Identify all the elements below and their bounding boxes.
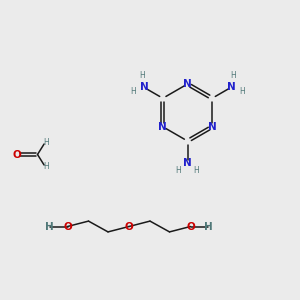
Text: N: N: [208, 122, 217, 132]
Text: H: H: [130, 87, 136, 96]
Text: O: O: [12, 149, 21, 160]
Text: N: N: [158, 122, 167, 132]
Text: N: N: [183, 79, 192, 89]
Text: H: H: [44, 138, 50, 147]
Text: H: H: [44, 162, 50, 171]
Text: O: O: [63, 221, 72, 232]
Text: N: N: [226, 82, 235, 92]
Text: H: H: [230, 71, 236, 80]
Text: H: H: [139, 71, 145, 80]
Text: H: H: [194, 166, 200, 175]
Text: N: N: [183, 158, 192, 168]
Text: O: O: [124, 221, 134, 232]
Text: N: N: [140, 82, 148, 92]
Text: O: O: [186, 221, 195, 232]
Text: H: H: [176, 166, 182, 175]
Text: H: H: [45, 221, 54, 232]
Text: H: H: [239, 87, 245, 96]
Text: H: H: [204, 221, 213, 232]
